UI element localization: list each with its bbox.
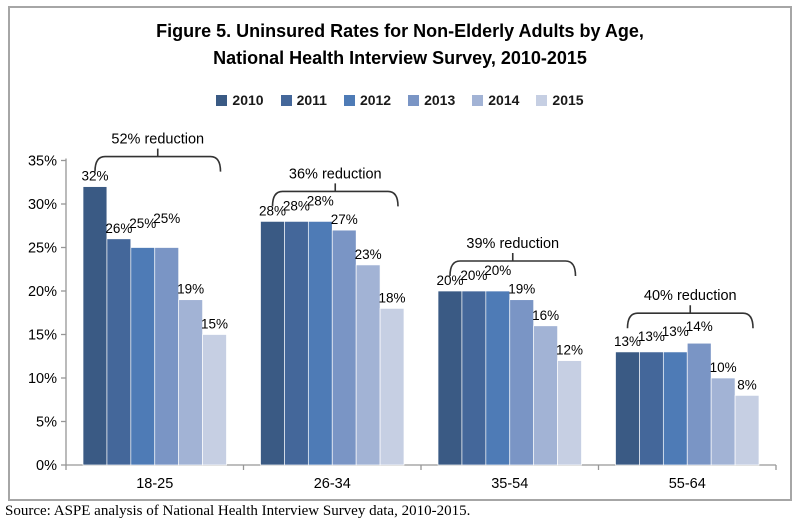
bar-label: 20% bbox=[436, 273, 463, 288]
y-tick-label: 20% bbox=[28, 284, 57, 300]
bar-label: 14% bbox=[686, 319, 713, 334]
bar-2012-26-34 bbox=[307, 221, 333, 466]
legend-item-2013: 2013 bbox=[408, 92, 455, 108]
reduction-brace bbox=[626, 305, 754, 329]
legend-label: 2011 bbox=[296, 92, 327, 108]
reduction-label: 52% reduction bbox=[111, 132, 204, 148]
bar-label: 13% bbox=[638, 329, 665, 344]
legend-label: 2010 bbox=[232, 92, 264, 108]
legend-item-2014: 2014 bbox=[472, 92, 519, 108]
legend-label: 2015 bbox=[552, 92, 584, 108]
bar-label: 19% bbox=[177, 282, 204, 297]
bar-2010-26-34 bbox=[260, 221, 285, 466]
legend-swatch-icon bbox=[280, 94, 292, 106]
bar-label: 19% bbox=[508, 282, 535, 297]
legend-item-2010: 2010 bbox=[216, 92, 264, 108]
source-note: Source: ASPE analysis of National Health… bbox=[5, 503, 471, 519]
bar-2011-26-34 bbox=[284, 221, 309, 466]
bar-2012-35-54 bbox=[485, 290, 511, 466]
bar-label: 27% bbox=[331, 212, 358, 227]
chart-plot: 0% 5% 10% 15% 20% 25% 30% 35% 18-25 26-34 35-54 55-… bbox=[28, 132, 777, 492]
bar-label: 18% bbox=[379, 290, 406, 305]
bar-label: 26% bbox=[105, 221, 132, 236]
category-label: 18-25 bbox=[136, 476, 173, 492]
bar-2012-18-25 bbox=[130, 247, 156, 466]
legend-label: 2012 bbox=[359, 92, 392, 108]
legend-swatch-icon bbox=[536, 94, 548, 106]
bar-label: 8% bbox=[737, 377, 757, 392]
y-tick-label: 25% bbox=[28, 241, 57, 257]
bar-2013-55-64 bbox=[686, 342, 712, 466]
bar-label: 23% bbox=[355, 247, 382, 262]
bar-2010-55-64 bbox=[615, 351, 640, 466]
bar-label: 25% bbox=[129, 216, 156, 231]
bar-2011-18-25 bbox=[106, 238, 132, 466]
bar-label: 12% bbox=[556, 343, 583, 358]
bar-2013-26-34 bbox=[331, 229, 357, 466]
legend-item-2015: 2015 bbox=[536, 92, 584, 108]
reduction-label: 36% reduction bbox=[289, 166, 382, 182]
bar-2011-35-54 bbox=[461, 290, 487, 466]
bar-label: 20% bbox=[484, 263, 511, 278]
bar-label: 13% bbox=[662, 324, 689, 339]
bar-2012-55-64 bbox=[662, 351, 688, 466]
chart-frame: Figure 5. Uninsured Rates for Non-Elderl… bbox=[8, 6, 792, 501]
y-tick-label: 30% bbox=[28, 197, 57, 213]
legend-swatch-icon bbox=[408, 94, 420, 106]
reduction-brace bbox=[449, 253, 577, 277]
bar-label: 15% bbox=[201, 317, 228, 332]
bar-2014-55-64 bbox=[710, 377, 736, 466]
category-label: 35-54 bbox=[491, 476, 528, 492]
bar-2010-35-54 bbox=[437, 290, 463, 466]
bar-label: 28% bbox=[283, 198, 310, 213]
bar-label: 28% bbox=[259, 203, 286, 218]
bar-2014-18-25 bbox=[178, 299, 203, 466]
bar-2015-35-54 bbox=[557, 360, 582, 466]
reduction-label: 39% reduction bbox=[466, 236, 559, 252]
bar-label: 28% bbox=[307, 193, 334, 208]
chart-legend: 2010 2011 2012 2013 2014 2015 bbox=[10, 92, 790, 108]
bar-label: 10% bbox=[710, 360, 737, 375]
legend-label: 2014 bbox=[488, 92, 520, 108]
legend-item-2011: 2011 bbox=[280, 92, 327, 108]
bar-2015-18-25 bbox=[202, 334, 227, 466]
legend-swatch-icon bbox=[343, 94, 355, 106]
reduction-brace bbox=[271, 183, 399, 207]
bar-label: 13% bbox=[614, 334, 641, 349]
legend-item-2012: 2012 bbox=[343, 92, 392, 108]
bar-2014-26-34 bbox=[355, 264, 381, 466]
category-label: 55-64 bbox=[669, 476, 706, 492]
chart-title: Figure 5. Uninsured Rates for Non-Elderl… bbox=[10, 18, 790, 72]
bar-2013-18-25 bbox=[154, 247, 180, 466]
bar-2013-35-54 bbox=[509, 299, 535, 466]
chart-title-line-2: National Health Interview Survey, 2010-2… bbox=[213, 48, 587, 68]
y-tick-label: 15% bbox=[28, 328, 57, 344]
bar-2011-55-64 bbox=[639, 351, 664, 466]
legend-swatch-icon bbox=[472, 94, 484, 106]
legend-label: 2013 bbox=[424, 92, 456, 108]
y-tick-label: 0% bbox=[36, 458, 57, 474]
bar-label: 25% bbox=[153, 211, 180, 226]
bar-label: 20% bbox=[460, 268, 487, 283]
category-label: 26-34 bbox=[314, 476, 351, 492]
bar-2015-26-34 bbox=[379, 308, 405, 466]
bar-label: 16% bbox=[532, 308, 559, 323]
bar-2015-55-64 bbox=[734, 395, 760, 466]
y-tick-label: 10% bbox=[28, 371, 57, 387]
bar-label: 32% bbox=[81, 169, 108, 184]
legend-swatch-icon bbox=[216, 94, 228, 106]
y-tick-label: 35% bbox=[28, 154, 57, 170]
chart-title-line-1: Figure 5. Uninsured Rates for Non-Elderl… bbox=[156, 21, 644, 41]
y-tick-label: 5% bbox=[36, 415, 57, 431]
bar-2010-18-25 bbox=[82, 186, 108, 466]
bar-2014-35-54 bbox=[533, 325, 558, 466]
reduction-brace bbox=[94, 148, 222, 172]
reduction-label: 40% reduction bbox=[644, 288, 737, 304]
